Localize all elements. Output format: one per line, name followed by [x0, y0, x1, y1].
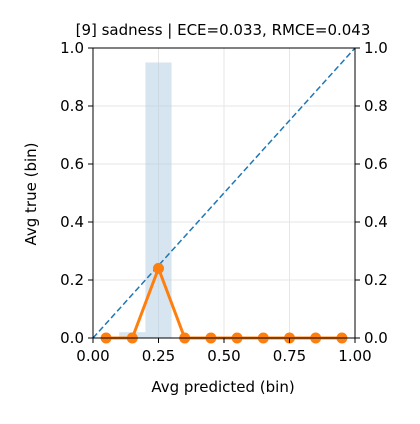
x-tick-label: 0.00 — [76, 347, 109, 365]
x-tick-label: 0.75 — [273, 347, 306, 365]
perfect-calibration-line — [92, 47, 356, 339]
y-tick-label: 0.0 — [60, 329, 84, 347]
y-tick-label: 0.6 — [60, 155, 84, 173]
x-tick-label: 0.50 — [207, 347, 240, 365]
right-y-tick-label: 0.0 — [364, 329, 388, 347]
calibration-point-2 — [153, 262, 164, 274]
y-axis-label: Avg true (bin) — [22, 142, 40, 245]
x-axis-label: Avg predicted (bin) — [151, 378, 294, 396]
x-tick-label: 0.25 — [142, 347, 175, 365]
right-y-tick-label: 0.6 — [364, 155, 388, 173]
y-tick-label: 1.0 — [60, 39, 84, 57]
chart-title: [9] sadness | ECE=0.033, RMCE=0.043 — [76, 21, 371, 39]
x-tick-label: 1.00 — [338, 347, 371, 365]
plot-area: 0.00 0.25 0.50 0.75 1.000.00.20.40.60.81.00.… — [60, 39, 388, 365]
y-tick-label: 0.4 — [60, 213, 84, 231]
right-y-tick-label: 1.0 — [364, 39, 388, 57]
y-tick-label: 0.2 — [60, 271, 84, 289]
right-y-tick-label: 0.2 — [364, 271, 388, 289]
y-tick-label: 0.8 — [60, 97, 84, 115]
right-y-tick-label: 0.4 — [364, 213, 388, 231]
right-y-tick-label: 0.8 — [364, 97, 388, 115]
